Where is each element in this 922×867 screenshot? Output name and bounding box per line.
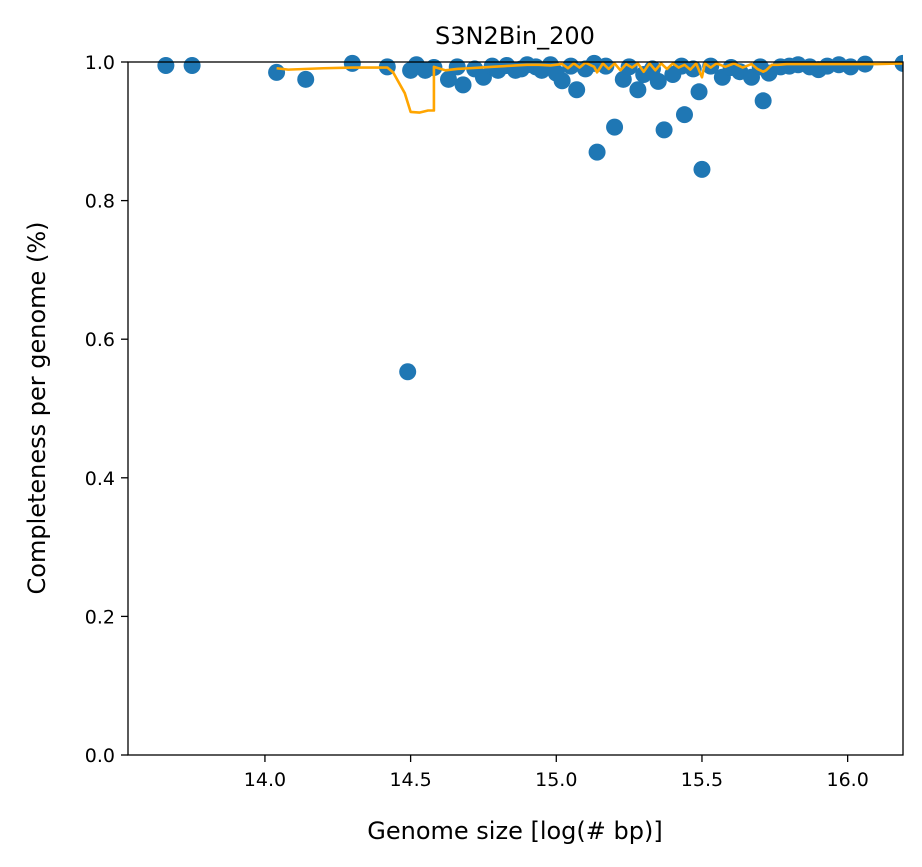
y-tick-label: 0.2 — [85, 606, 115, 628]
data-point — [655, 121, 673, 139]
y-axis-label: Completeness per genome (%) — [23, 222, 51, 595]
data-point — [675, 106, 693, 124]
y-tick-label: 0.4 — [85, 468, 115, 490]
data-point — [399, 363, 417, 381]
data-point — [690, 83, 708, 101]
x-tick-label: 15.0 — [535, 769, 577, 791]
y-tick-label: 1.0 — [85, 52, 115, 74]
data-point — [754, 92, 772, 110]
data-point — [649, 72, 667, 90]
y-tick-label: 0.0 — [85, 745, 115, 767]
x-tick-label: 15.5 — [681, 769, 723, 791]
x-tick-label: 16.0 — [826, 769, 868, 791]
x-axis-label: Genome size [log(# bp)] — [367, 817, 662, 845]
x-tick-label: 14.5 — [389, 769, 431, 791]
data-point — [157, 56, 175, 74]
data-point — [268, 63, 286, 81]
y-tick-label: 0.8 — [85, 191, 115, 213]
data-point — [297, 70, 315, 88]
data-point — [693, 160, 711, 178]
data-point — [606, 118, 624, 136]
chart-title: S3N2Bin_200 — [435, 22, 595, 50]
data-point — [454, 76, 472, 94]
y-tick-label: 0.6 — [85, 329, 115, 351]
data-point — [588, 143, 606, 161]
data-point — [183, 56, 201, 74]
data-point — [439, 70, 457, 88]
x-tick-label: 14.0 — [244, 769, 286, 791]
axes: 14.0 14.5 15.0 15.5 16.0 0.0 0.2 0.4 0.6 0.8 1.0 — [85, 52, 904, 791]
data-point — [448, 58, 466, 76]
data-point — [343, 54, 361, 72]
plot-area — [157, 54, 903, 381]
data-point — [553, 72, 571, 90]
data-point — [568, 81, 586, 99]
trend-line — [276, 61, 903, 114]
data-point — [629, 81, 647, 99]
data-point — [842, 58, 860, 76]
axes-frame — [127, 61, 904, 756]
scatter-series — [157, 54, 903, 381]
